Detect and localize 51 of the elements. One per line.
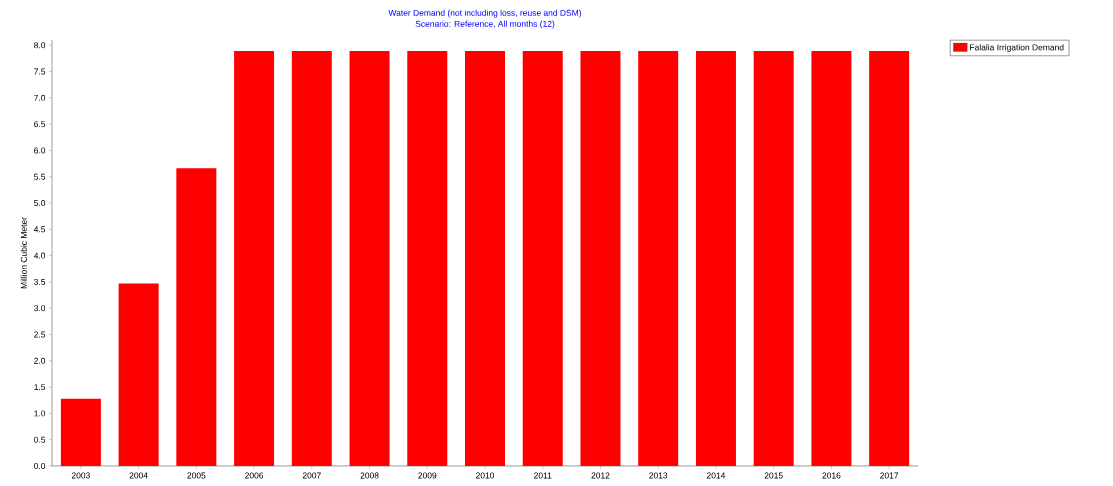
y-tick-label: 0.0 — [34, 462, 46, 469]
bar — [580, 51, 621, 466]
x-tick-label: 2008 — [360, 472, 379, 479]
y-tick-label: 5.0 — [34, 200, 46, 207]
y-tick-label: 5.5 — [34, 173, 46, 180]
x-tick-label: 2009 — [418, 472, 437, 479]
x-tick-label: 2005 — [187, 472, 206, 479]
bar — [869, 51, 910, 466]
x-tick-label: 2017 — [880, 472, 899, 479]
y-tick-label: 7.0 — [34, 94, 46, 101]
y-tick-label: 4.5 — [33, 226, 46, 233]
x-tick-label: 2014 — [706, 472, 726, 479]
y-tick-label: 0.5 — [34, 436, 46, 443]
x-tick-label: 2012 — [591, 472, 610, 479]
y-tick-label: 6.5 — [34, 121, 46, 128]
legend-label: Falalia Irrigation Demand — [970, 44, 1064, 53]
bar — [811, 51, 852, 466]
x-tick-label: 2003 — [71, 472, 90, 479]
y-tick-label: 2.0 — [34, 357, 46, 364]
x-tick-label: 2006 — [245, 472, 264, 479]
chart-subtitle: Scenario: Reference, All months (12) — [415, 20, 555, 29]
bar — [291, 51, 332, 466]
bar — [522, 51, 563, 466]
x-tick-label: 2015 — [764, 472, 783, 479]
y-tick-label: 1.5 — [34, 384, 46, 391]
chart-title: Water Demand (not including loss, reuse and DSM) — [388, 9, 582, 18]
bar — [638, 51, 679, 466]
bar — [60, 398, 101, 466]
bar — [176, 168, 217, 466]
y-tick-label: 6.0 — [34, 147, 46, 154]
bar — [465, 51, 506, 466]
x-tick-label: 2007 — [302, 472, 321, 479]
x-tick-label: 2010 — [476, 472, 495, 479]
bar — [234, 51, 275, 466]
bar — [407, 51, 448, 466]
y-tick-label: 8.0 — [34, 42, 46, 49]
bar — [118, 283, 159, 466]
y-tick-label: 1.0 — [34, 410, 46, 417]
x-tick-label: 2016 — [822, 472, 841, 479]
x-tick-label: 2013 — [649, 472, 668, 479]
y-tick-label: 7.5 — [34, 68, 46, 75]
x-tick-label: 2011 — [534, 472, 552, 479]
bar — [695, 51, 736, 466]
x-tick-label: 2004 — [129, 472, 148, 479]
y-tick-label: 3.0 — [34, 305, 46, 312]
y-axis-title: Million Cubic Meter — [20, 217, 27, 289]
y-tick-label: 3.5 — [34, 278, 46, 285]
y-tick-label: 4.0 — [33, 252, 46, 259]
bar — [349, 51, 390, 466]
bar — [753, 51, 794, 466]
y-tick-label: 2.5 — [34, 331, 46, 338]
